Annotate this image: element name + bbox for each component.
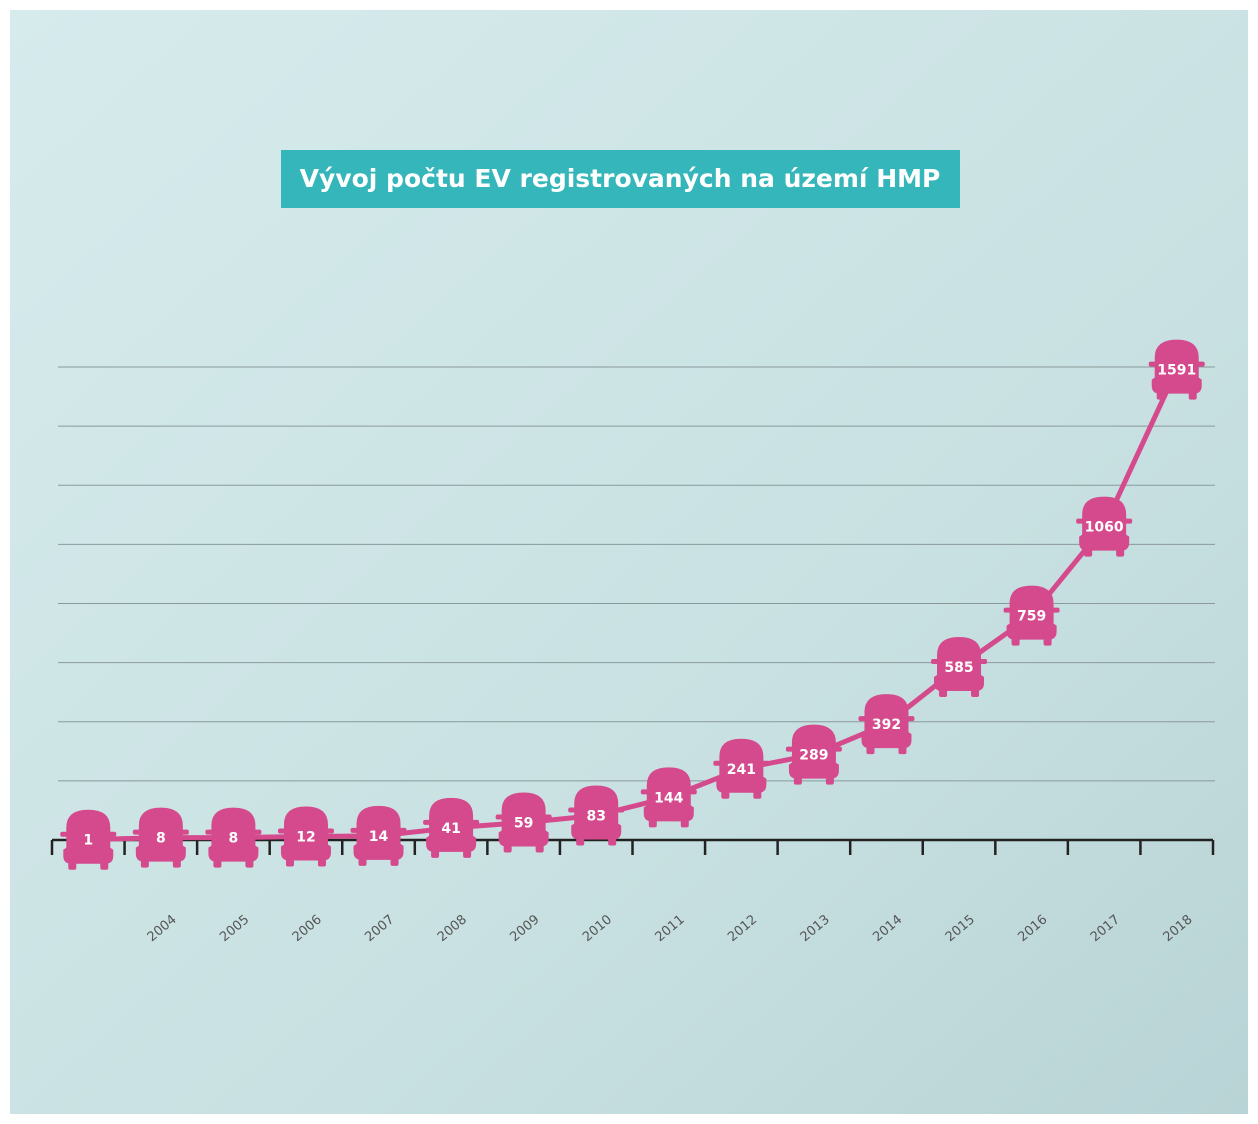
car-wheel xyxy=(285,858,294,867)
car-mirror xyxy=(713,760,770,766)
data-point xyxy=(495,792,552,853)
car-mirror xyxy=(277,828,334,834)
car-mirror xyxy=(640,789,697,795)
data-point xyxy=(423,797,480,858)
value-label: 12 xyxy=(296,829,315,845)
car-wheel xyxy=(608,837,617,846)
data-point xyxy=(1076,496,1133,557)
car-wheel xyxy=(245,859,254,868)
car-wheel xyxy=(463,849,472,858)
data-point xyxy=(568,785,625,846)
car-wheel xyxy=(431,849,440,858)
value-label: 241 xyxy=(727,762,756,778)
car-wheel xyxy=(358,857,367,866)
car-wheel xyxy=(721,790,730,799)
car-mirror xyxy=(568,807,625,813)
car-wheel xyxy=(317,858,326,867)
car-wheel xyxy=(1116,548,1125,557)
data-point xyxy=(785,724,842,785)
car-mirror xyxy=(205,829,262,835)
car-wheel xyxy=(793,776,802,785)
data-point xyxy=(713,738,770,799)
car-wheel xyxy=(680,819,689,828)
car-mirror xyxy=(858,716,915,722)
car-wheel xyxy=(576,837,585,846)
value-label: 8 xyxy=(229,831,239,847)
car-wheel xyxy=(172,859,181,868)
car-wheel xyxy=(68,861,77,870)
car-wheel xyxy=(971,689,980,698)
value-label: 759 xyxy=(1017,609,1046,625)
car-mirror xyxy=(60,831,117,837)
car-wheel xyxy=(140,859,149,868)
series-line xyxy=(88,368,1179,843)
car-wheel xyxy=(753,790,762,799)
data-point xyxy=(60,809,117,870)
value-label: 392 xyxy=(872,717,901,733)
data-point xyxy=(858,694,915,755)
value-label: 289 xyxy=(799,748,828,764)
car-wheel xyxy=(100,861,109,870)
value-label: 83 xyxy=(586,808,605,824)
data-point xyxy=(277,806,334,867)
value-label: 59 xyxy=(514,816,533,832)
car-wheel xyxy=(648,819,657,828)
data-point xyxy=(205,807,262,868)
car-wheel xyxy=(535,844,544,853)
car-wheel xyxy=(1156,391,1165,400)
data-point xyxy=(931,637,988,698)
car-mirror xyxy=(350,827,407,833)
data-point xyxy=(350,805,407,866)
car-wheel xyxy=(1043,637,1052,646)
car-mirror xyxy=(1076,518,1133,524)
car-wheel xyxy=(825,776,834,785)
car-mirror xyxy=(785,746,842,752)
car-mirror xyxy=(132,829,189,835)
value-label: 1591 xyxy=(1157,363,1196,379)
car-wheel xyxy=(939,689,948,698)
car-mirror xyxy=(495,814,552,820)
car-mirror xyxy=(931,659,988,665)
data-point xyxy=(132,807,189,868)
value-label: 8 xyxy=(156,831,166,847)
car-wheel xyxy=(866,746,875,755)
car-wheel xyxy=(1011,637,1020,646)
value-label: 41 xyxy=(441,821,460,837)
chart-title: Vývoj počtu EV registrovaných na území H… xyxy=(300,164,941,193)
value-label: 144 xyxy=(654,790,683,806)
title-box xyxy=(281,150,960,208)
car-mirror xyxy=(423,819,480,825)
car-mirror xyxy=(1148,361,1205,367)
data-point xyxy=(1148,339,1205,400)
car-wheel xyxy=(1188,391,1197,400)
data-point xyxy=(1003,585,1060,646)
data-point xyxy=(640,767,697,828)
value-label: 585 xyxy=(944,660,973,676)
car-wheel xyxy=(898,746,907,755)
value-label: 1 xyxy=(83,833,93,849)
car-mirror xyxy=(1003,607,1060,613)
value-label: 1060 xyxy=(1085,520,1124,536)
car-wheel xyxy=(213,859,222,868)
car-wheel xyxy=(390,857,399,866)
value-label: 14 xyxy=(369,829,389,845)
car-wheel xyxy=(503,844,512,853)
car-wheel xyxy=(1084,548,1093,557)
